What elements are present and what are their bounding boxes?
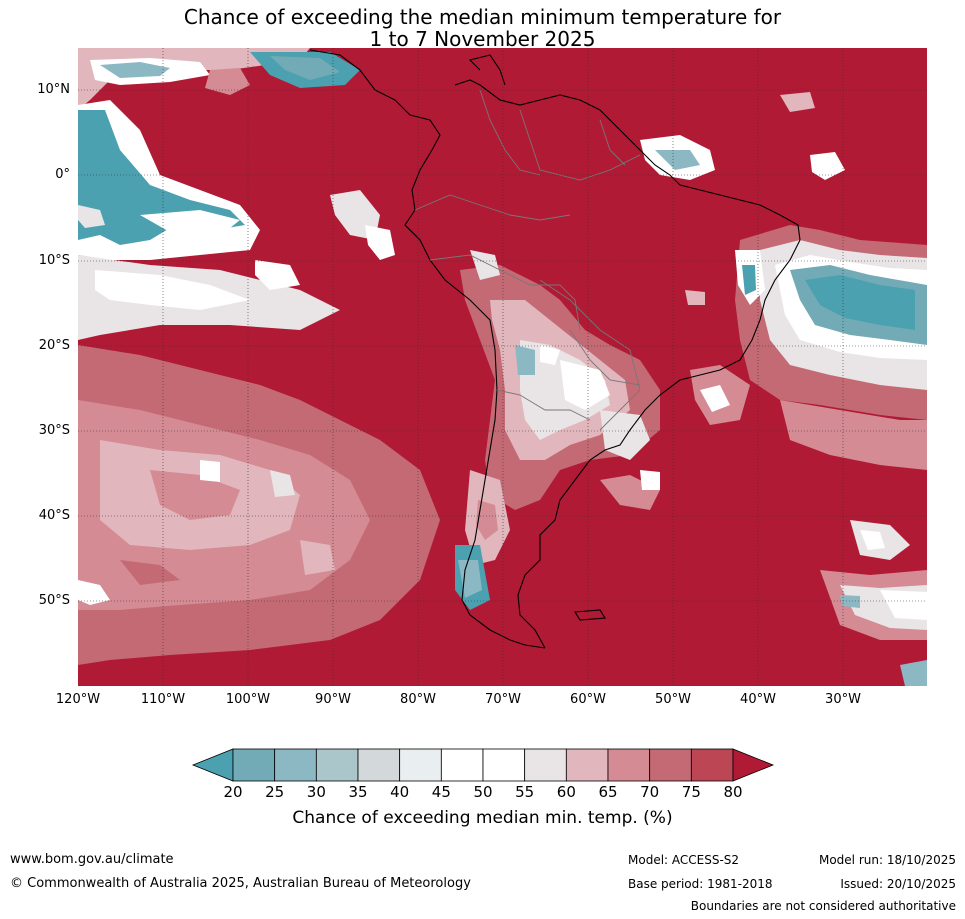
lat-label-10N: 10°N: [37, 82, 70, 97]
coastline: [309, 49, 801, 649]
lat-label-30S: 30°S: [38, 423, 70, 438]
colorbar-bin: [440, 748, 484, 782]
colorbar-bin: [607, 748, 651, 782]
colorbar-tick-label: 45: [431, 783, 451, 801]
colorbar-tick-label: 75: [681, 783, 701, 801]
lon-label-110W: 110°W: [140, 692, 186, 707]
footer-disclaimer: Boundaries are not considered authoritat…: [690, 899, 956, 913]
region-southeast-pacific: [78, 345, 440, 665]
footer-url: www.bom.gov.au/climate: [10, 852, 174, 867]
footer-copyright: © Commonwealth of Australia 2025, Austra…: [10, 876, 471, 891]
map-title-line-1: Chance of exceeding the median minimum t…: [183, 5, 782, 29]
region-central-south-america: [455, 250, 660, 610]
colorbar-tick-label: 60: [556, 783, 576, 801]
colorbar-bin: [690, 748, 734, 782]
colorbar-tick-label: 80: [723, 783, 743, 801]
footer-base-period: Base period: 1981-2018: [628, 877, 773, 891]
colorbar-bin: [315, 748, 359, 782]
colorbar-bin: [232, 748, 276, 782]
lat-label-20S: 20°S: [38, 338, 70, 353]
colorbar-extend-low: [191, 748, 234, 782]
colorbar-tick-label: 25: [265, 783, 285, 801]
colorbar-tick-label: 70: [640, 783, 660, 801]
footer-issued: Issued: 20/10/2025: [840, 877, 956, 891]
lon-label-30W: 30°W: [825, 692, 861, 707]
colorbar-tick-label: 20: [223, 783, 243, 801]
lon-label-100W: 100°W: [225, 692, 271, 707]
colorbar-extend-high: [732, 748, 775, 782]
lon-label-60W: 60°W: [570, 692, 606, 707]
colorbar-tick-label: 35: [348, 783, 368, 801]
lat-label-0: 0°: [55, 167, 70, 182]
country-borders: [414, 89, 641, 431]
colorbar-bin: [399, 748, 442, 782]
colorbar-tick-label: 40: [390, 783, 410, 801]
lon-label-120W: 120°W: [55, 692, 101, 707]
map-title-line-2: 1 to 7 November 2025: [369, 27, 596, 51]
map-area: [78, 48, 927, 686]
footer-model-run: Model run: 18/10/2025: [818, 853, 956, 867]
colorbar-tick-label: 50: [473, 783, 493, 801]
lon-label-50W: 50°W: [655, 692, 691, 707]
lon-label-40W: 40°W: [740, 692, 776, 707]
colorbar: [191, 748, 775, 782]
colorbar-tick-label: 55: [515, 783, 535, 801]
footer-model: Model: ACCESS-S2: [628, 853, 740, 867]
lat-label-50S: 50°S: [38, 593, 70, 608]
colorbar-bin: [649, 748, 692, 782]
colorbar-bin: [357, 748, 401, 782]
colorbar-bin: [565, 748, 609, 782]
lon-label-90W: 90°W: [315, 692, 351, 707]
colorbar-tick-label: 65: [598, 783, 618, 801]
colorbar-label: Chance of exceeding median min. temp. (%…: [292, 808, 673, 828]
lon-label-80W: 80°W: [400, 692, 436, 707]
region-eastern-pacific-north: [78, 48, 395, 340]
colorbar-tick-label: 30: [306, 783, 326, 801]
lat-label-10S: 10°S: [38, 253, 70, 268]
lon-label-70W: 70°W: [485, 692, 521, 707]
colorbar-bin: [274, 748, 317, 782]
graticule: [78, 48, 927, 686]
region-atlantic: [600, 92, 927, 686]
colorbar-bin: [482, 748, 526, 782]
colorbar-bin: [524, 748, 567, 782]
lat-label-40S: 40°S: [38, 508, 70, 523]
